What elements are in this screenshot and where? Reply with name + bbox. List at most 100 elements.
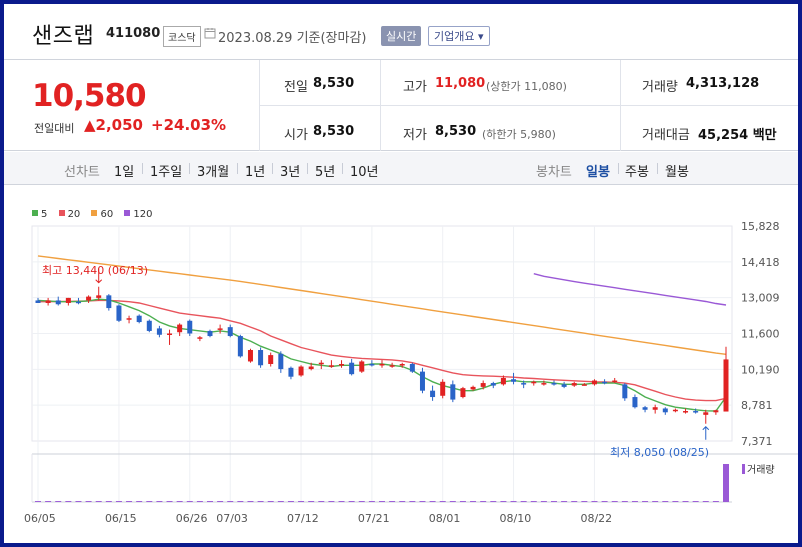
volume-bar bbox=[702, 501, 709, 502]
tab-line-3m[interactable]: 3개월 bbox=[197, 165, 230, 180]
high-value: 11,080 bbox=[435, 76, 486, 91]
volume-bar bbox=[368, 501, 375, 502]
high-label: 고가 bbox=[403, 80, 427, 95]
volume-bar bbox=[712, 501, 719, 502]
tab-line-5y[interactable]: 5년 bbox=[315, 165, 336, 180]
candle-body bbox=[662, 408, 668, 413]
candle-body bbox=[247, 350, 253, 362]
candle-body bbox=[116, 305, 122, 321]
volume-bar bbox=[156, 501, 163, 502]
candle-body bbox=[642, 407, 648, 410]
volume-bar bbox=[277, 501, 284, 502]
candle-body bbox=[693, 411, 699, 413]
candle-body bbox=[369, 363, 375, 366]
volume-bar bbox=[561, 501, 568, 502]
stock-widget: 샌즈랩 411080 코스닥 2023.08.29 기준(장마감) 실시간 기업… bbox=[4, 4, 798, 543]
candle-body bbox=[65, 297, 71, 303]
candle-body bbox=[339, 363, 345, 366]
volume-bar bbox=[257, 501, 264, 502]
y-tick-label: 8,781 bbox=[741, 399, 773, 412]
low-arrow-icon bbox=[702, 426, 710, 440]
y-tick-label: 11,600 bbox=[741, 328, 780, 341]
ma-legend: 5 20 60 120 bbox=[32, 209, 161, 220]
volume-bar bbox=[571, 501, 578, 502]
x-tick-label: 08/22 bbox=[580, 512, 612, 525]
candle-body bbox=[561, 384, 567, 387]
change-amount: ▲2,050 bbox=[84, 116, 143, 134]
candle-body bbox=[136, 315, 142, 323]
tab-divider bbox=[189, 163, 190, 174]
legend-ma120: 120 bbox=[124, 209, 153, 220]
volume-bar bbox=[65, 501, 72, 502]
legend-ma20: 20 bbox=[58, 209, 80, 220]
tab-line-1y[interactable]: 1년 bbox=[245, 165, 266, 180]
candle-body bbox=[86, 296, 92, 301]
candle-body bbox=[146, 320, 152, 331]
x-tick-label: 07/21 bbox=[358, 512, 390, 525]
chevron-down-icon: ▾ bbox=[477, 30, 484, 43]
candle-body bbox=[308, 366, 314, 370]
candle-body bbox=[500, 377, 506, 385]
volume-bar bbox=[419, 501, 426, 502]
tab-candle-monthly[interactable]: 월봉 bbox=[665, 165, 689, 180]
tab-line-1w[interactable]: 1주일 bbox=[150, 165, 183, 180]
volume-bar bbox=[338, 501, 345, 502]
volume-bar bbox=[136, 501, 143, 502]
tab-divider bbox=[272, 163, 273, 174]
candle-body bbox=[571, 383, 577, 386]
stock-header: 샌즈랩 411080 코스닥 2023.08.29 기준(장마감) 실시간 기업… bbox=[4, 4, 798, 60]
calendar-icon bbox=[204, 28, 216, 39]
tab-candle-weekly[interactable]: 주봉 bbox=[625, 165, 649, 180]
volume-bar bbox=[591, 501, 598, 502]
y-tick-label: 13,009 bbox=[741, 292, 780, 305]
volume-bar bbox=[500, 501, 507, 502]
prev-close-value: 8,530 bbox=[313, 76, 355, 91]
candle-body bbox=[511, 379, 517, 382]
volume-bar bbox=[227, 501, 234, 502]
ma20-line bbox=[38, 299, 727, 402]
tab-line-10y[interactable]: 10년 bbox=[350, 165, 379, 180]
volume-value: 4,313,128 bbox=[686, 76, 760, 91]
realtime-button[interactable]: 실시간 bbox=[381, 26, 422, 46]
volume-bar bbox=[652, 501, 659, 502]
candle-body bbox=[197, 337, 203, 339]
price-summary: 10,580 전일대비 ▲2,050 +24.03% 전일 8,530 시가 8… bbox=[4, 60, 798, 151]
volume-bar bbox=[247, 501, 254, 502]
candle-body bbox=[652, 407, 658, 410]
volume-bar bbox=[510, 501, 517, 502]
candle-body bbox=[75, 301, 81, 304]
candle-body bbox=[470, 386, 476, 390]
x-tick-label: 08/01 bbox=[429, 512, 461, 525]
volume-bar bbox=[55, 501, 62, 502]
tab-candle-daily[interactable]: 일봉 bbox=[586, 165, 610, 180]
candle-body bbox=[187, 320, 193, 334]
candle-body bbox=[602, 381, 608, 384]
candle-body bbox=[632, 397, 638, 408]
volume-bar bbox=[530, 501, 537, 502]
volume-bar bbox=[439, 501, 446, 502]
y-tick-label: 7,371 bbox=[741, 435, 773, 448]
candle-body bbox=[227, 327, 233, 337]
candlestick-chart: 15,828 14,418 13,009 11,600 10,190 8,781 7,371… bbox=[24, 220, 798, 525]
volume-bar bbox=[723, 464, 729, 502]
ma120-line bbox=[533, 273, 727, 306]
volume-bar bbox=[146, 501, 153, 502]
volume-bar bbox=[459, 501, 466, 502]
tab-line-1d[interactable]: 1일 bbox=[114, 165, 135, 180]
upper-limit: (상한가 11,080) bbox=[486, 80, 567, 93]
x-tick-label: 06/26 bbox=[176, 512, 208, 525]
candle-body bbox=[480, 383, 486, 387]
volume-bar bbox=[267, 501, 274, 502]
high-arrow-icon bbox=[95, 268, 103, 284]
company-info-button[interactable]: 기업개요 ▾ bbox=[428, 26, 490, 46]
volume-bar bbox=[551, 501, 557, 502]
volume-bar bbox=[287, 501, 294, 502]
tab-line-3y[interactable]: 3년 bbox=[280, 165, 301, 180]
candle-body bbox=[430, 390, 436, 398]
candle-body bbox=[156, 328, 162, 335]
lower-limit: (하한가 5,980) bbox=[482, 128, 556, 141]
high-annotation: 최고 13,440 (06/13) bbox=[42, 264, 148, 277]
volume-bar bbox=[75, 501, 82, 502]
x-tick-label: 07/03 bbox=[216, 512, 248, 525]
volume-bar bbox=[449, 501, 456, 502]
